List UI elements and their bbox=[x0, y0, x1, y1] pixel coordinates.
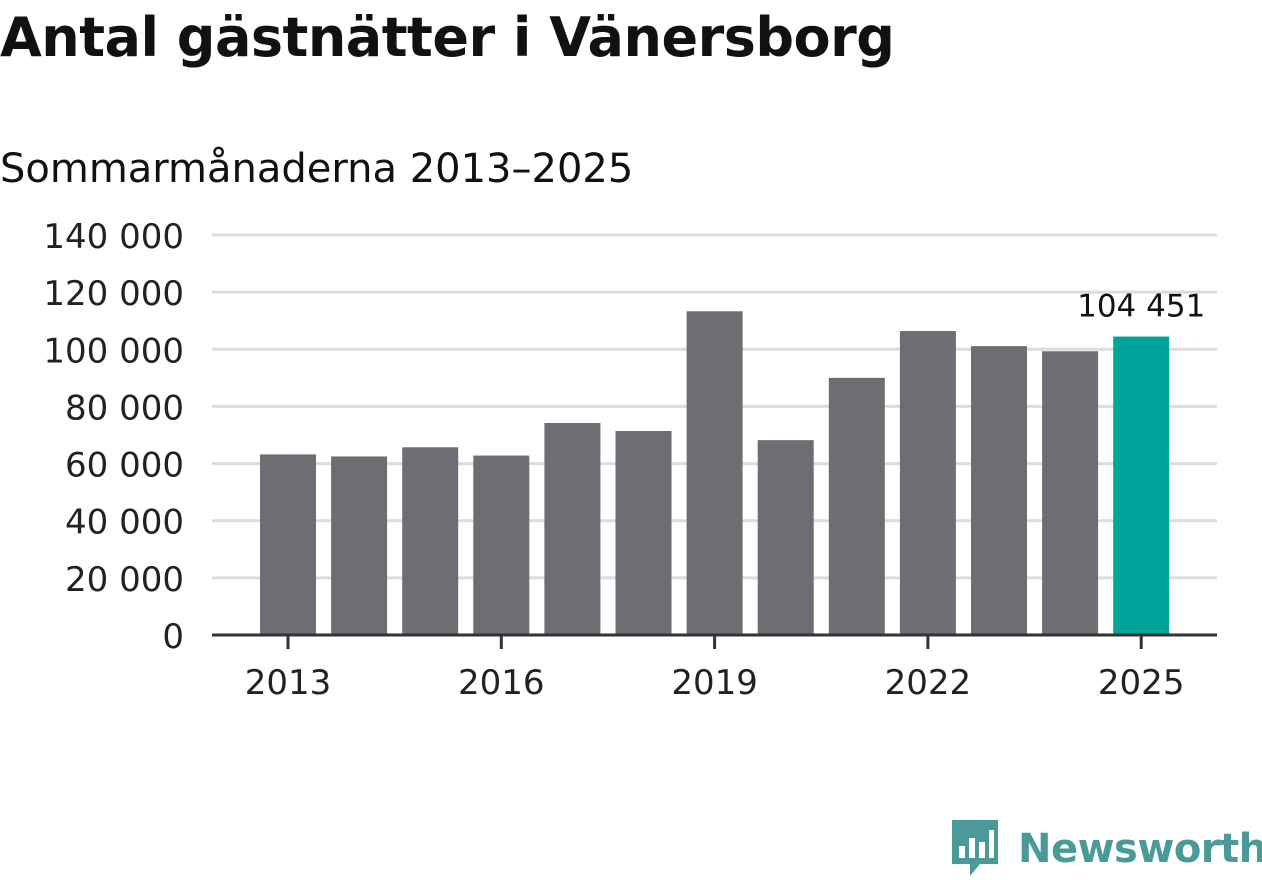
bars bbox=[260, 311, 1170, 635]
x-tick-label: 2019 bbox=[671, 663, 758, 703]
bar-2022 bbox=[899, 331, 956, 635]
chart-title: Antal gästnätter i Vänersborg bbox=[0, 6, 895, 69]
y-tick-label: 140 000 bbox=[43, 217, 184, 257]
x-tick-label: 2022 bbox=[885, 663, 972, 703]
y-tick-label: 0 bbox=[162, 617, 184, 657]
y-axis-ticks: 0 20 000 40 000 60 000 80 000 100 000 120 000 1… bbox=[43, 217, 184, 657]
x-tick-label: 2016 bbox=[458, 663, 545, 703]
bar-2023 bbox=[971, 346, 1027, 635]
y-tick-label: 20 000 bbox=[65, 560, 184, 600]
data-label-2025: 104 451 bbox=[1077, 289, 1205, 325]
brand-name: Newsworthy bbox=[1018, 826, 1262, 872]
bar-2013 bbox=[260, 454, 316, 635]
data-labels: 104 451 bbox=[1077, 289, 1205, 325]
y-tick-label: 40 000 bbox=[65, 503, 184, 543]
x-tick-label: 2025 bbox=[1098, 663, 1185, 703]
bar-2020 bbox=[757, 440, 814, 635]
y-tick-label: 60 000 bbox=[65, 446, 184, 486]
bar-2014 bbox=[331, 456, 388, 635]
x-axis-ticks: 2013 2016 2019 2022 2025 bbox=[245, 635, 1185, 703]
chart-subtitle: Sommarmånaderna 2013–2025 bbox=[0, 146, 634, 192]
bar-2025 bbox=[1113, 336, 1170, 635]
bar-2016 bbox=[473, 455, 530, 635]
y-tick-label: 120 000 bbox=[43, 274, 184, 314]
y-tick-label: 80 000 bbox=[65, 388, 184, 428]
bar-2019 bbox=[686, 311, 743, 635]
bar-2024 bbox=[1042, 351, 1099, 635]
x-tick-label: 2013 bbox=[245, 663, 332, 703]
brand-logo: Newsworthy bbox=[950, 818, 1262, 880]
bar-2017 bbox=[544, 423, 601, 635]
bar-2015 bbox=[402, 447, 459, 635]
bar-2018 bbox=[615, 431, 672, 635]
bar-2021 bbox=[828, 377, 885, 635]
y-tick-label: 100 000 bbox=[43, 331, 184, 371]
bar-chart-speech-bubble-icon bbox=[952, 820, 998, 876]
